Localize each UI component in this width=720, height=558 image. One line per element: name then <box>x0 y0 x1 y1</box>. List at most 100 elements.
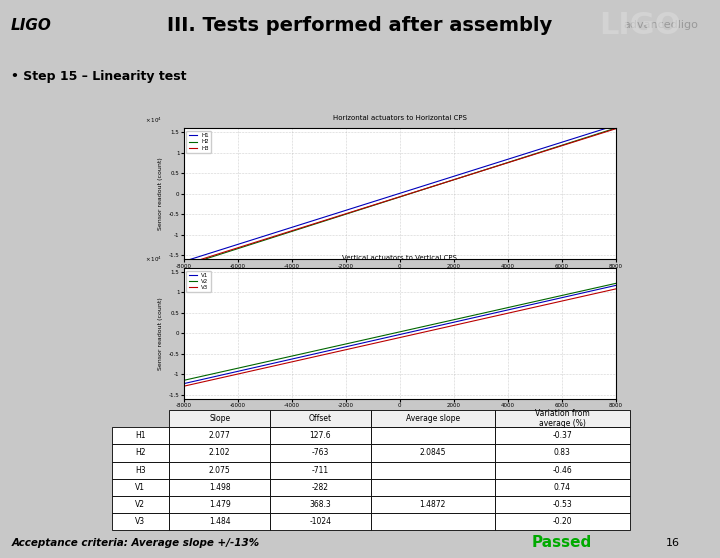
H2 <box>179 263 188 270</box>
Bar <box>112 513 169 530</box>
Bar <box>270 479 371 496</box>
Text: H1: H1 <box>135 431 145 440</box>
Text: 0.83: 0.83 <box>554 449 571 458</box>
Text: V3: V3 <box>135 517 145 526</box>
Text: Offset: Offset <box>309 414 332 423</box>
H1 <box>197 253 205 259</box>
Bar <box>371 410 495 427</box>
Legend: H1, H2, H3: H1, H2, H3 <box>186 131 211 153</box>
Line: H2: H2 <box>184 128 616 266</box>
H3 <box>197 256 205 263</box>
V1 <box>294 354 303 361</box>
V2 <box>575 288 583 295</box>
Text: advancedligo: advancedligo <box>624 21 698 31</box>
Text: 2.102: 2.102 <box>209 449 230 458</box>
Bar <box>371 513 495 530</box>
H1 <box>179 258 188 265</box>
Text: • Step 15 – Linearity test: • Step 15 – Linearity test <box>11 70 186 83</box>
Bar <box>371 496 495 513</box>
H1 <box>260 233 269 239</box>
H2 <box>294 226 303 233</box>
H2 <box>575 137 583 143</box>
X-axis label: Actuator drive (count): Actuator drive (count) <box>365 413 434 418</box>
H3 <box>294 225 303 232</box>
V1 <box>590 287 598 294</box>
Bar <box>270 427 371 444</box>
Text: -0.53: -0.53 <box>552 500 572 509</box>
H1 <box>590 129 598 136</box>
H1 <box>611 122 620 129</box>
V3 <box>294 357 303 364</box>
Bar <box>112 496 169 513</box>
Text: H2: H2 <box>135 449 145 458</box>
Bar <box>169 427 270 444</box>
H3 <box>611 126 620 132</box>
V1 <box>197 377 205 383</box>
V1 <box>205 374 214 381</box>
Bar <box>169 410 270 427</box>
Text: -0.20: -0.20 <box>552 517 572 526</box>
Text: LIGO: LIGO <box>599 11 680 40</box>
Text: -0.37: -0.37 <box>552 431 572 440</box>
Text: Variation from
average (%): Variation from average (%) <box>535 409 590 429</box>
V2 <box>260 359 269 365</box>
Text: Passed: Passed <box>531 536 592 550</box>
V2 <box>197 373 205 380</box>
Bar <box>495 461 630 479</box>
Bar <box>169 513 270 530</box>
Text: Average slope: Average slope <box>405 414 460 423</box>
H2 <box>205 254 214 261</box>
Text: V1: V1 <box>135 483 145 492</box>
V2 <box>205 371 214 378</box>
Line: V2: V2 <box>184 283 616 381</box>
H3 <box>575 137 583 144</box>
Bar <box>112 444 169 461</box>
Text: -763: -763 <box>312 449 329 458</box>
V3 <box>611 286 620 292</box>
Text: V2: V2 <box>135 500 145 509</box>
Text: -282: -282 <box>312 483 329 492</box>
Text: -711: -711 <box>312 465 329 475</box>
Bar <box>270 496 371 513</box>
V1 <box>611 282 620 289</box>
Text: 1.498: 1.498 <box>209 483 230 492</box>
Text: 2.075: 2.075 <box>209 465 230 475</box>
Text: -1024: -1024 <box>310 517 331 526</box>
Bar <box>371 479 495 496</box>
Bar <box>169 479 270 496</box>
H2 <box>590 132 598 138</box>
Bar <box>112 427 169 444</box>
V1 <box>179 381 188 387</box>
Text: 127.6: 127.6 <box>310 431 331 440</box>
Bar <box>495 427 630 444</box>
Y-axis label: Sensor readout (count): Sensor readout (count) <box>158 297 163 370</box>
Text: -0.46: -0.46 <box>552 465 572 475</box>
Text: 368.3: 368.3 <box>310 500 331 509</box>
H3 <box>590 132 598 139</box>
V3 <box>205 377 214 384</box>
Bar <box>371 427 495 444</box>
Text: 16: 16 <box>666 538 680 548</box>
Bar <box>495 496 630 513</box>
Text: Slope: Slope <box>209 414 230 423</box>
Bar <box>495 513 630 530</box>
Line: V3: V3 <box>184 289 616 386</box>
Bar <box>169 496 270 513</box>
Line: V1: V1 <box>184 286 616 384</box>
Bar <box>270 513 371 530</box>
Line: H1: H1 <box>184 126 616 262</box>
Text: H3: H3 <box>135 465 145 475</box>
Text: 0.74: 0.74 <box>554 483 571 492</box>
Bar <box>270 444 371 461</box>
H2 <box>260 237 269 244</box>
Text: $\times\,10^4$: $\times\,10^4$ <box>145 116 161 125</box>
Text: $\times\,10^4$: $\times\,10^4$ <box>145 255 161 264</box>
Line: H3: H3 <box>184 129 616 265</box>
H1 <box>575 133 583 140</box>
Text: 1.479: 1.479 <box>209 500 230 509</box>
Text: 2.077: 2.077 <box>209 431 230 440</box>
V3 <box>575 294 583 301</box>
V2 <box>294 351 303 358</box>
H1 <box>205 250 214 257</box>
Bar <box>169 444 270 461</box>
